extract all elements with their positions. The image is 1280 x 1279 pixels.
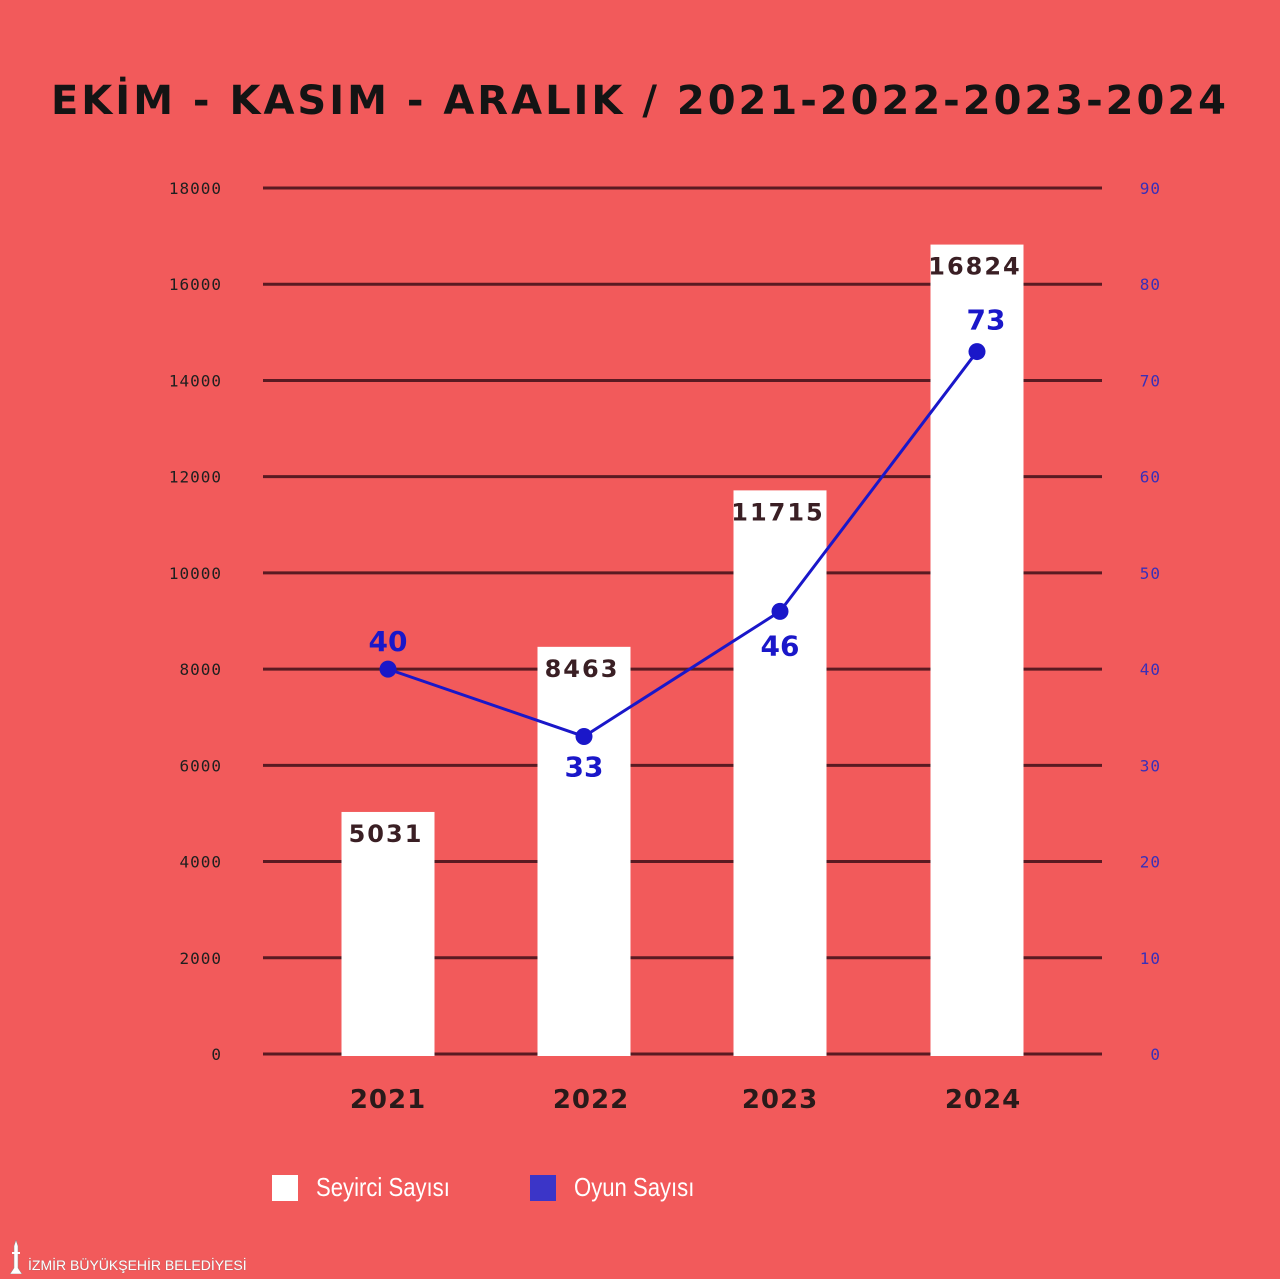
right-tick-label: 10: [1140, 949, 1161, 968]
right-tick-label: 50: [1140, 564, 1161, 583]
left-axis-ticks: 0 2000 4000 6000 8000 10000 12000 14000 16000 180…: [169, 179, 222, 1064]
category-label: 2023: [742, 1085, 818, 1115]
footer-logo: İZMİR BÜYÜKŞEHİR BELEDİYESİ: [6, 1240, 247, 1274]
line-value-label: 46: [761, 629, 800, 662]
left-tick-label: 16000: [169, 275, 222, 294]
left-tick-label: 12000: [169, 468, 222, 487]
line-point-2021: [379, 660, 397, 678]
right-tick-label: 30: [1140, 756, 1161, 775]
left-tick-label: 2000: [179, 949, 222, 968]
line-value-label: 33: [565, 750, 604, 783]
legend-swatch-line: [530, 1174, 556, 1201]
right-tick-label: 0: [1150, 1045, 1161, 1064]
category-label: 2021: [350, 1085, 426, 1115]
bar-value-label: 16824: [928, 253, 1022, 281]
logo-text: İZMİR BÜYÜKŞEHİR BELEDİYESİ: [28, 1257, 247, 1273]
oyun-line: [387, 350, 979, 739]
right-axis-ticks: 0 10 20 30 40 50 60 70 80 90: [1140, 179, 1161, 1064]
legend-label-seyirci: Seyirci Sayısı: [316, 1172, 450, 1202]
line-point-2024: [968, 343, 986, 361]
line-series: 40 33 46 73: [369, 304, 1006, 784]
left-tick-label: 14000: [169, 371, 222, 390]
category-label: 2022: [553, 1085, 629, 1115]
legend-label-oyun: Oyun Sayısı: [574, 1172, 695, 1202]
chart-title: EKİM - KASIM - ARALIK / 2021-2022-2023-2…: [50, 78, 1230, 124]
right-tick-label: 70: [1140, 371, 1161, 390]
tower-logo-icon: [9, 1240, 23, 1274]
left-tick-label: 0: [211, 1045, 222, 1064]
bar-2022: [537, 646, 631, 1056]
right-tick-label: 20: [1140, 853, 1161, 872]
line-point-2022: [575, 727, 593, 745]
bar-2024: [930, 244, 1024, 1056]
bar-value-label: 8463: [545, 655, 620, 683]
bars: 5031 8463 11715 16824: [341, 244, 1024, 1057]
right-tick-label: 60: [1140, 468, 1161, 487]
left-tick-label: 4000: [179, 853, 222, 872]
left-tick-label: 18000: [169, 179, 222, 198]
right-tick-label: 80: [1140, 275, 1161, 294]
left-tick-label: 8000: [179, 660, 222, 679]
bar-2023: [733, 490, 827, 1057]
bar-value-label: 5031: [349, 820, 424, 848]
bar-2021: [341, 811, 435, 1056]
bar-value-label: 11715: [731, 498, 825, 526]
legend-item-oyun: Oyun Sayısı: [530, 1172, 716, 1203]
category-labels: 2021 2022 2023 2024: [350, 1085, 1021, 1115]
line-value-label: 73: [967, 304, 1006, 337]
legend-item-seyirci: Seyirci Sayısı: [272, 1172, 474, 1203]
category-label: 2024: [945, 1085, 1021, 1115]
line-point-2023: [771, 602, 789, 620]
left-tick-label: 10000: [169, 564, 222, 583]
line-value-label: 40: [369, 625, 408, 658]
right-tick-label: 90: [1140, 179, 1161, 198]
left-tick-label: 6000: [179, 756, 222, 775]
right-tick-label: 40: [1140, 660, 1161, 679]
legend-swatch-bar: [272, 1174, 298, 1201]
